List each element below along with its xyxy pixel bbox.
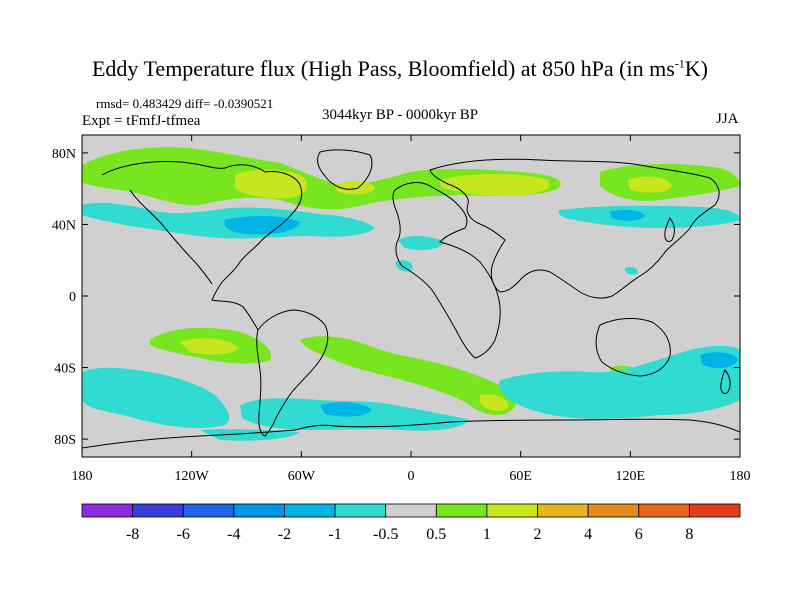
positive-core-canada	[235, 169, 307, 199]
colorbar-label: -2	[278, 526, 291, 543]
colorbar-swatch	[284, 503, 336, 518]
colorbar-label: 0.5	[426, 526, 446, 543]
colorbar-label: 2	[534, 526, 542, 543]
lon-tick-label: 60E	[509, 469, 532, 484]
lon-tick-label: 120W	[175, 469, 210, 484]
colorbar-label: -0.5	[373, 526, 398, 543]
negative-band-southern-ocean-east	[498, 346, 740, 419]
coastline-japan	[664, 217, 675, 243]
coastline-greenland	[317, 149, 373, 190]
negative-core-southern-ocean	[320, 402, 372, 417]
negative-patch-mediterranean	[398, 236, 445, 250]
lon-tick-label: 120E	[616, 469, 646, 484]
colorbar-swatch	[486, 503, 538, 518]
colorbar-swatch	[81, 503, 134, 518]
colorbar-label: -8	[126, 526, 139, 543]
coastline-central-america-west	[129, 189, 213, 285]
colorbar-swatch	[638, 503, 690, 518]
positive-core-siberia	[440, 174, 550, 196]
season-label: JJA	[716, 111, 739, 127]
negative-band-southern-ocean-west	[82, 367, 230, 428]
lon-tick-label: 60W	[288, 469, 316, 484]
colorbar: -8 -6 -4 -2 -1 -0.5 0.5 1 2 4 6 8	[81, 503, 741, 543]
coastline-asia	[429, 158, 720, 299]
stats-line: rmsd= 0.483429 diff= -0.0390521	[96, 96, 274, 111]
coastline-antarctica	[82, 418, 740, 449]
negative-patch-antarctic-coast	[200, 429, 300, 441]
colorbar-label: 1	[483, 526, 491, 543]
colorbar-swatch	[537, 503, 589, 518]
latitude-ticks: 80N 40N 0 40S 80S	[52, 147, 740, 448]
colorbar-label: 8	[685, 526, 693, 543]
coastlines	[82, 149, 740, 449]
coastline-south-america	[256, 309, 329, 437]
colorbar-swatch	[587, 503, 640, 518]
longitude-ticks: 180 120W 60W 0 60E 120E 180	[72, 135, 751, 484]
positive-band-north-america	[82, 147, 561, 210]
colorbar-label: 6	[635, 526, 643, 543]
chart-title: Eddy Temperature flux (High Pass, Bloomf…	[0, 56, 800, 82]
lat-tick-label: 40N	[52, 218, 76, 233]
title-unit-end: K)	[684, 56, 708, 81]
negative-patch-tropical-pacific	[624, 266, 638, 275]
positive-band-south-atlantic	[300, 336, 517, 416]
colorbar-swatch	[132, 503, 184, 518]
colorbar-swatch	[334, 503, 387, 518]
anomaly-fields	[82, 147, 740, 441]
positive-core-ne-asia	[628, 176, 672, 193]
lon-tick-label: 180	[730, 469, 751, 484]
lat-tick-label: 0	[69, 290, 76, 305]
lon-tick-label: 180	[72, 469, 93, 484]
coastline-europe-africa	[392, 182, 501, 359]
title-main: Eddy Temperature flux (High Pass, Bloomf…	[91, 56, 675, 81]
coastline-new-zealand	[720, 369, 731, 395]
negative-core-southern-ocean-east	[700, 352, 738, 369]
colorbar-swatch	[385, 503, 437, 518]
experiment-label: Expt = tFmfJ-tfmea	[82, 113, 201, 129]
colorbar-swatch	[688, 503, 741, 518]
colorbar-label: -6	[177, 526, 190, 543]
colorbar-swatch	[182, 503, 235, 518]
negative-core-nw-pacific	[610, 209, 645, 221]
lat-tick-label: 80S	[54, 433, 76, 448]
title-superscript: -1	[674, 56, 685, 71]
negative-band-nw-pacific	[558, 205, 740, 228]
positive-core-baffin	[335, 180, 375, 195]
colorbar-swatch	[233, 503, 285, 518]
lat-tick-label: 40S	[54, 362, 76, 377]
coastline-australia	[595, 317, 671, 377]
positive-core-south-pacific	[180, 338, 238, 355]
negative-core-eastern-us	[224, 216, 300, 235]
colorbar-label: 4	[584, 526, 592, 543]
positive-band-ne-asia	[600, 163, 740, 202]
period-label: 3044kyr BP - 0000kyr BP	[322, 107, 479, 123]
colorbar-label: -4	[227, 526, 240, 543]
negative-patch-tropical-atlantic	[395, 260, 413, 272]
lon-tick-label: 0	[408, 469, 415, 484]
lat-tick-label: 80N	[52, 147, 76, 162]
colorbar-label: -1	[328, 526, 341, 543]
coastline-north-america	[101, 161, 303, 331]
positive-core-south-atlantic	[480, 394, 509, 411]
colorbar-swatch	[435, 503, 488, 518]
